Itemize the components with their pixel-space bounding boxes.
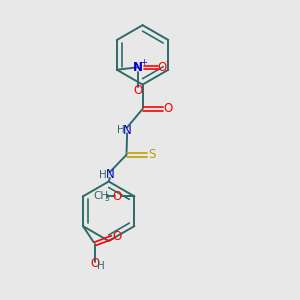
Text: +: + (140, 58, 147, 67)
Text: S: S (148, 148, 155, 161)
Text: O: O (158, 61, 167, 74)
Text: O: O (164, 103, 173, 116)
Text: H: H (117, 125, 125, 135)
Text: H: H (98, 261, 105, 271)
Text: CH: CH (93, 191, 108, 201)
Text: O: O (134, 84, 143, 97)
Text: N: N (133, 61, 143, 74)
Text: 3: 3 (104, 194, 109, 203)
Text: O: O (112, 190, 122, 203)
Text: N: N (123, 124, 132, 137)
Text: N: N (106, 169, 114, 182)
Text: O: O (90, 257, 99, 270)
Text: -: - (166, 58, 169, 67)
Text: H: H (100, 170, 107, 180)
Text: O: O (112, 230, 121, 243)
